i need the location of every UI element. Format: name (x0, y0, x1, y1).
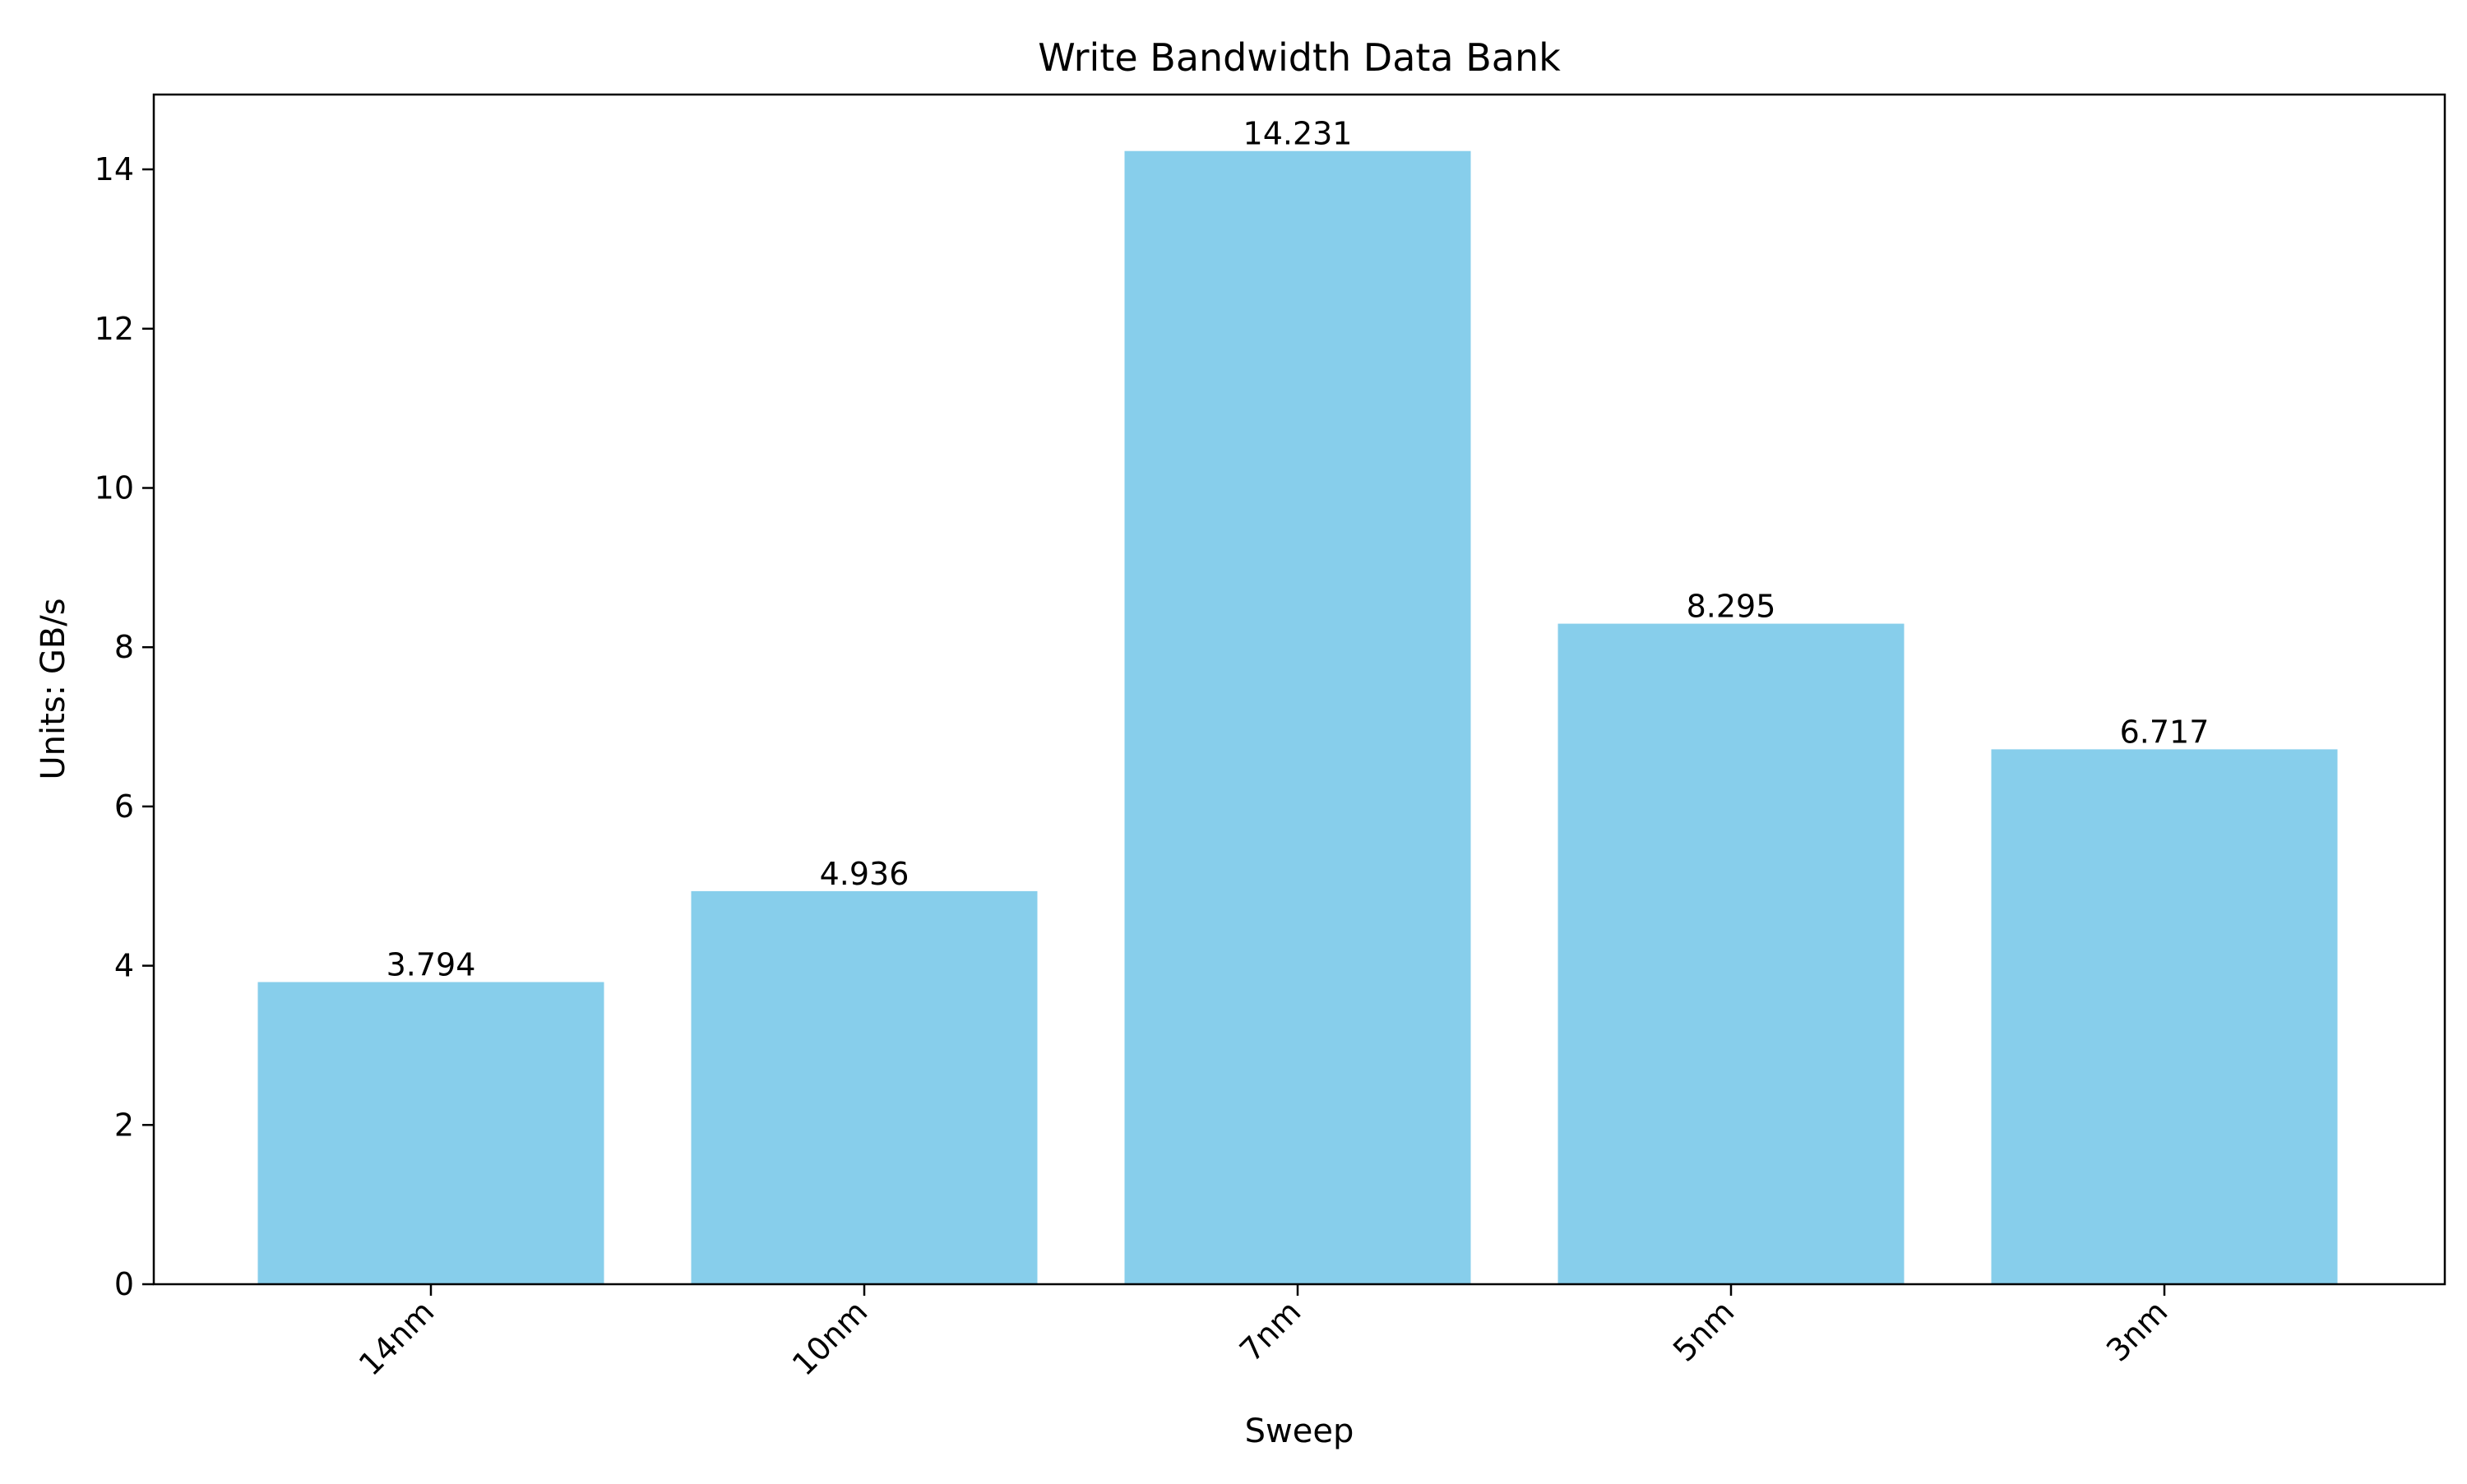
data-label-5nm: 8.295 (1687, 589, 1776, 625)
y-tick-label: 6 (114, 788, 134, 825)
data-label-10nm: 4.936 (820, 856, 910, 892)
y-tick-label: 10 (95, 470, 134, 506)
x-tick-label-7nm: 7nm (1233, 1293, 1308, 1368)
y-tick-label: 8 (114, 629, 134, 665)
y-tick-label: 2 (114, 1107, 134, 1143)
chart-title: Write Bandwidth Data Bank (1038, 35, 1561, 80)
data-label-7nm: 14.231 (1243, 116, 1353, 152)
y-tick-label: 12 (95, 311, 134, 347)
data-label-3nm: 6.717 (2120, 714, 2210, 750)
x-tick-label-5nm: 5nm (1666, 1293, 1741, 1368)
x-axis-label: Sweep (1245, 1412, 1354, 1450)
bar-7nm (1124, 150, 1471, 1285)
x-tick-label-10nm: 10nm (785, 1293, 875, 1383)
bar-10nm (691, 890, 1038, 1284)
data-labels-layer: 3.794 4.936 14.231 8.295 6.717 (386, 116, 2210, 983)
bar-5nm (1557, 623, 1905, 1284)
bar-3nm (1991, 749, 2338, 1284)
y-tick-label: 14 (95, 151, 134, 187)
x-axis: 14nm 10nm 7nm 5nm 3nm (352, 1284, 2174, 1383)
y-tick-label: 0 (114, 1266, 134, 1302)
x-tick-label-14nm: 14nm (352, 1293, 442, 1383)
x-tick-label-3nm: 3nm (2099, 1293, 2174, 1368)
y-tick-label: 4 (114, 948, 134, 984)
bar-14nm (257, 982, 604, 1284)
y-axis-label: Units: GB/s (35, 598, 72, 779)
data-label-14nm: 3.794 (386, 947, 476, 983)
bars-layer (257, 150, 2338, 1285)
plot-frame (152, 93, 2446, 1286)
y-axis: 0 2 4 6 8 10 12 14 (95, 151, 154, 1302)
